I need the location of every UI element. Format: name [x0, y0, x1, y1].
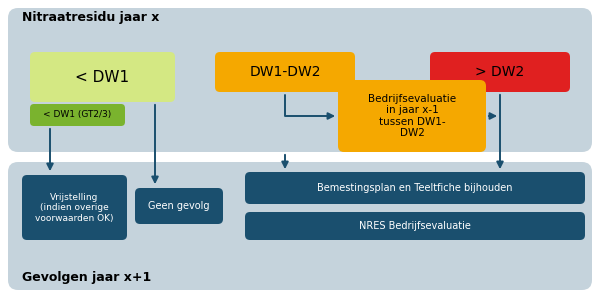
FancyBboxPatch shape: [135, 188, 223, 224]
FancyBboxPatch shape: [215, 52, 355, 92]
FancyBboxPatch shape: [22, 175, 127, 240]
FancyBboxPatch shape: [430, 52, 570, 92]
Text: Gevolgen jaar x+1: Gevolgen jaar x+1: [22, 272, 151, 284]
Text: DW1-DW2: DW1-DW2: [249, 65, 321, 79]
FancyBboxPatch shape: [245, 212, 585, 240]
Text: Geen gevolg: Geen gevolg: [148, 201, 210, 211]
Text: < DW1 (GT2/3): < DW1 (GT2/3): [43, 110, 111, 119]
Text: Bemestingsplan en Teeltfiche bijhouden: Bemestingsplan en Teeltfiche bijhouden: [317, 183, 513, 193]
FancyBboxPatch shape: [30, 52, 175, 102]
FancyBboxPatch shape: [245, 172, 585, 204]
Text: Nitraatresidu jaar x: Nitraatresidu jaar x: [22, 11, 160, 23]
Text: NRES Bedrijfsevaluatie: NRES Bedrijfsevaluatie: [359, 221, 471, 231]
Text: < DW1: < DW1: [75, 70, 129, 85]
FancyBboxPatch shape: [8, 162, 592, 290]
FancyBboxPatch shape: [8, 8, 592, 152]
Text: > DW2: > DW2: [475, 65, 524, 79]
Text: Vrijstelling
(indien overige
voorwaarden OK): Vrijstelling (indien overige voorwaarden…: [35, 193, 113, 223]
Text: Bedrijfsevaluatie
in jaar x-1
tussen DW1-
DW2: Bedrijfsevaluatie in jaar x-1 tussen DW1…: [368, 94, 456, 138]
FancyBboxPatch shape: [338, 80, 486, 152]
FancyBboxPatch shape: [30, 104, 125, 126]
